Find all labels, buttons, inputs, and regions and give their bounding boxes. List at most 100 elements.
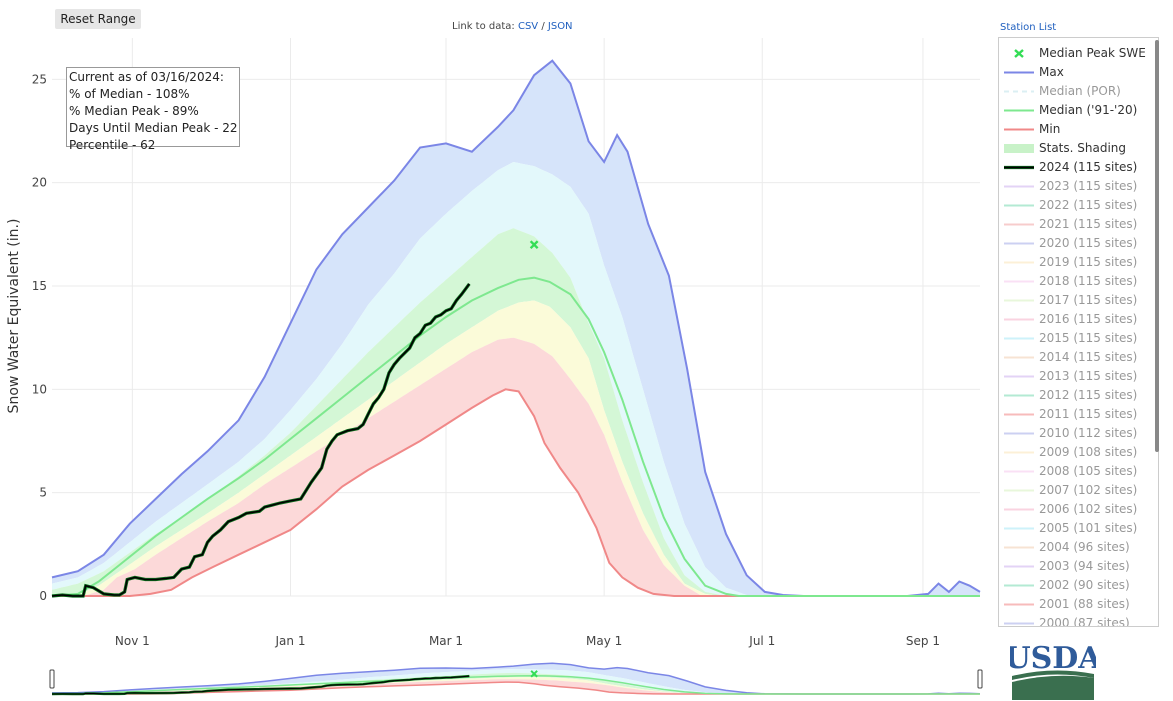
- legend-symbol: [1004, 508, 1034, 511]
- legend-label: Median Peak SWE: [1039, 46, 1146, 60]
- legend-item[interactable]: 2019 (115 sites): [999, 253, 1158, 272]
- stats-line-days-until-peak: Days Until Median Peak - 22: [69, 121, 238, 135]
- json-link[interactable]: JSON: [547, 21, 573, 32]
- x-tick-label: Jul 1: [748, 634, 775, 648]
- legend-symbol: [1004, 356, 1034, 359]
- legend-item[interactable]: 2020 (115 sites): [999, 234, 1158, 253]
- range-handle-left[interactable]: [49, 669, 55, 689]
- data-links: Link to data: CSV / JSON: [452, 21, 573, 32]
- legend-item[interactable]: 2005 (101 sites): [999, 519, 1158, 538]
- legend-item[interactable]: 2011 (115 sites): [999, 405, 1158, 424]
- legend-label: 2004 (96 sites): [1039, 540, 1130, 554]
- link-prefix: Link to data:: [452, 21, 515, 32]
- band-min-shading: [52, 337, 980, 596]
- legend-item[interactable]: 2007 (102 sites): [999, 481, 1158, 500]
- legend-item[interactable]: 2018 (115 sites): [999, 272, 1158, 291]
- legend-scrollbar[interactable]: [1155, 40, 1159, 452]
- legend-item[interactable]: 2014 (115 sites): [999, 348, 1158, 367]
- x-marker-icon: [1014, 49, 1024, 58]
- legend-label: 2001 (88 sites): [1039, 597, 1130, 611]
- x-tick-label: Nov 1: [115, 634, 150, 648]
- legend-label: 2018 (115 sites): [1039, 274, 1138, 288]
- legend-symbol: [1004, 318, 1034, 321]
- legend-symbol: [1004, 280, 1034, 283]
- reset-range-button[interactable]: Reset Range: [55, 9, 141, 29]
- legend-item[interactable]: Median (POR): [999, 82, 1158, 101]
- legend-item[interactable]: Stats. Shading: [999, 139, 1158, 158]
- legend-symbol: [1004, 144, 1034, 153]
- legend-symbol: [1004, 622, 1034, 625]
- legend-label: 2002 (90 sites): [1039, 578, 1130, 592]
- stats-line-percentile: Percentile - 62: [69, 138, 156, 152]
- x-tick-label: May 1: [586, 634, 622, 648]
- usda-logo-field: [1012, 675, 1094, 700]
- legend-label: 2007 (102 sites): [1039, 483, 1138, 497]
- legend-item[interactable]: Median Peak SWE: [999, 44, 1158, 63]
- x-tick-label: Sep 1: [906, 634, 940, 648]
- x-tick-label: Jan 1: [275, 634, 306, 648]
- legend-label: 2005 (101 sites): [1039, 521, 1138, 535]
- legend-item[interactable]: Median ('91-'20): [999, 101, 1158, 120]
- legend-item[interactable]: Min: [999, 120, 1158, 139]
- legend-label: 2013 (115 sites): [1039, 369, 1138, 383]
- legend-symbol: [1004, 128, 1034, 131]
- legend-item[interactable]: 2013 (115 sites): [999, 367, 1158, 386]
- legend-symbol: [1004, 413, 1034, 416]
- legend-label: 2012 (115 sites): [1039, 388, 1138, 402]
- mini-min-line: [52, 681, 980, 695]
- y-tick-label: 25: [32, 72, 47, 86]
- chart-axes: 0 5 10 15 20 25 Nov 1 Jan 1 Mar 1 May 1 Jul 1 Sep 1: [32, 72, 940, 648]
- legend-item[interactable]: 2006 (102 sites): [999, 500, 1158, 519]
- legend-label: 2009 (108 sites): [1039, 445, 1138, 459]
- legend-label: Median ('91-'20): [1039, 103, 1138, 117]
- legend-symbol: [1004, 71, 1034, 74]
- legend-label: 2019 (115 sites): [1039, 255, 1138, 269]
- legend-item[interactable]: 2016 (115 sites): [999, 310, 1158, 329]
- legend-item[interactable]: 2022 (115 sites): [999, 196, 1158, 215]
- mini-peak-marker: [530, 670, 538, 678]
- link-separator: /: [541, 21, 545, 32]
- legend-item[interactable]: 2001 (88 sites): [999, 595, 1158, 614]
- legend-item[interactable]: 2023 (115 sites): [999, 177, 1158, 196]
- legend-item[interactable]: 2017 (115 sites): [999, 291, 1158, 310]
- legend: Median Peak SWE Max Median (POR) Median ('9…: [998, 37, 1159, 627]
- legend-symbol: [1004, 185, 1034, 188]
- legend-symbol: [1004, 565, 1034, 568]
- legend-item[interactable]: 2009 (108 sites): [999, 443, 1158, 462]
- usda-logo-text: USDA: [1010, 641, 1096, 676]
- legend-item[interactable]: 2000 (87 sites): [999, 614, 1158, 626]
- legend-label: 2022 (115 sites): [1039, 198, 1138, 212]
- legend-symbol: [1004, 223, 1034, 226]
- legend-item[interactable]: 2003 (94 sites): [999, 557, 1158, 576]
- usda-logo: USDA: [1010, 641, 1096, 700]
- legend-label: 2003 (94 sites): [1039, 559, 1130, 573]
- legend-label: 2011 (115 sites): [1039, 407, 1138, 421]
- legend-symbol: [1004, 489, 1034, 492]
- usda-logo-stripe: [1012, 670, 1094, 680]
- csv-link[interactable]: CSV: [517, 21, 539, 32]
- legend-symbol: [1004, 242, 1034, 245]
- y-tick-label: 20: [32, 176, 47, 190]
- range-handle-right[interactable]: [977, 669, 983, 689]
- legend-item[interactable]: 2004 (96 sites): [999, 538, 1158, 557]
- station-list-link[interactable]: Station List: [1000, 22, 1057, 33]
- legend-item[interactable]: Max: [999, 63, 1158, 82]
- legend-label: 2008 (105 sites): [1039, 464, 1138, 478]
- median-peak-marker: [529, 240, 539, 250]
- legend-symbol: [1004, 261, 1034, 264]
- legend-symbol: [1004, 394, 1034, 397]
- legend-label: 2006 (102 sites): [1039, 502, 1138, 516]
- legend-item[interactable]: 2008 (105 sites): [999, 462, 1158, 481]
- legend-item[interactable]: 2021 (115 sites): [999, 215, 1158, 234]
- legend-item[interactable]: 2012 (115 sites): [999, 386, 1158, 405]
- legend-label: 2017 (115 sites): [1039, 293, 1138, 307]
- legend-item[interactable]: 2024 (115 sites): [999, 158, 1158, 177]
- band-median-shading: [52, 228, 980, 596]
- legend-item[interactable]: 2002 (90 sites): [999, 576, 1158, 595]
- legend-symbol: [1014, 49, 1024, 58]
- legend-item[interactable]: 2015 (115 sites): [999, 329, 1158, 348]
- legend-item[interactable]: 2010 (112 sites): [999, 424, 1158, 443]
- legend-symbol: [1004, 432, 1034, 435]
- range-slider[interactable]: [49, 662, 983, 696]
- legend-label: 2010 (112 sites): [1039, 426, 1138, 440]
